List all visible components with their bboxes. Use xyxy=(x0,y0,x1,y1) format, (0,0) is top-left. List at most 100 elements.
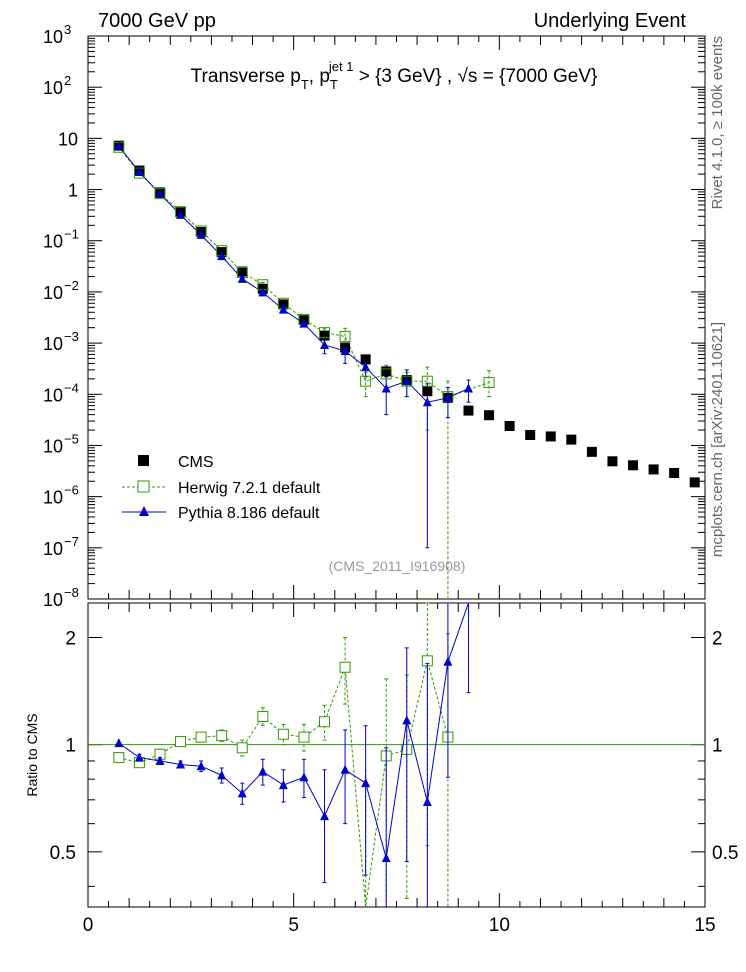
y-tick-label-base: 10 xyxy=(43,232,63,252)
y-tick-label-base: 10 xyxy=(43,334,63,354)
pythia-ratio-point xyxy=(422,797,432,807)
cms-data-point xyxy=(278,299,289,310)
pythia-data-point xyxy=(114,141,124,151)
legend-pythia-label: Pythia 8.186 default xyxy=(178,505,320,522)
rivet-version-label: Rivet 4.1.0, ≥ 100k events xyxy=(709,36,726,209)
y-tick-label-exponent: −7 xyxy=(64,534,79,549)
cms-data-point xyxy=(566,434,577,445)
pythia-ratio-point xyxy=(340,764,350,774)
y-tick-label-exponent: −4 xyxy=(64,380,79,395)
x-tick-label: 10 xyxy=(489,915,510,936)
herwig-ratio-point xyxy=(319,716,331,728)
pythia-data-point xyxy=(320,339,330,349)
cms-data-point xyxy=(319,330,330,341)
y-tick-label-base: 10 xyxy=(43,488,63,508)
cms-data-point xyxy=(525,430,536,441)
chart-title: Transverse pT, pTjet 1 > {3 GeV} , √s = … xyxy=(191,59,598,92)
cms-data-point xyxy=(586,446,597,457)
ratio-y-axis-label: Ratio to CMS xyxy=(24,713,40,796)
y-tick-label-base: 10 xyxy=(43,385,63,405)
header-right-title: Underlying Event xyxy=(534,10,687,32)
pythia-ratio-point xyxy=(381,853,391,863)
pythia-data-point xyxy=(361,362,371,372)
herwig-ratio-point xyxy=(175,736,187,748)
pythia-ratio-point xyxy=(320,811,330,821)
y-tick-label: 10 xyxy=(43,590,63,610)
legend-cms-label: CMS xyxy=(178,454,214,471)
herwig-data-point xyxy=(360,375,372,387)
pythia-ratio-point xyxy=(443,656,453,666)
pythia-ratio-point xyxy=(114,738,124,748)
herwig-ratio-point xyxy=(195,731,207,743)
y-tick-label: 10 xyxy=(43,488,63,508)
ratio-y-tick-label: 2 xyxy=(65,629,76,650)
y-tick-label: 10 xyxy=(43,436,63,456)
pythia-data-point xyxy=(443,392,453,402)
title-part-e: T xyxy=(330,77,338,92)
cms-data-point xyxy=(628,460,639,471)
title-part-g: √s xyxy=(457,66,477,87)
pythia-series-line xyxy=(118,145,469,403)
pythia-ratio-point xyxy=(176,759,186,769)
pythia-data-point xyxy=(381,383,391,393)
pythia-data-point xyxy=(299,318,309,328)
pythia-data-point xyxy=(155,188,165,198)
y-tick-label: 10 xyxy=(58,129,78,149)
pythia-data-point xyxy=(196,229,206,239)
pythia-ratio-point xyxy=(134,752,144,762)
legend-herwig-marker xyxy=(137,480,150,493)
title-part-c: , p xyxy=(309,66,330,87)
pythia-ratio-point xyxy=(217,770,227,780)
pythia-ratio-line xyxy=(118,602,469,859)
cms-data-point xyxy=(648,464,659,475)
title-part-a: Transverse p xyxy=(191,66,301,87)
herwig-ratio-point xyxy=(113,752,125,764)
y-tick-label-base: 10 xyxy=(58,129,78,149)
cms-data-point xyxy=(360,354,371,365)
ratio-y-tick-label: 0.5 xyxy=(50,843,76,864)
y-tick-label-base: 10 xyxy=(43,78,63,98)
pythia-ratio-point xyxy=(258,766,268,776)
ratio-axes: 0 5 10 15 0.5 0.5 1 1 2 2 xyxy=(50,603,738,936)
pythia-data-point xyxy=(134,167,144,177)
title-part-h: = {7000 GeV} xyxy=(477,66,597,87)
y-tick-label-exponent: 2 xyxy=(64,73,71,88)
cms-data-point xyxy=(463,405,474,416)
cms-data-point xyxy=(669,467,680,478)
pythia-ratio-point xyxy=(361,778,371,788)
herwig-series-line xyxy=(118,146,490,398)
pythia-data-point xyxy=(176,209,186,219)
header-left-title: 7000 GeV pp xyxy=(98,10,216,32)
ratio-y-tick-label-right: 0.5 xyxy=(712,843,738,864)
analysis-watermark: (CMS_2011_I916908) xyxy=(329,558,466,574)
y-tick-label: 10 xyxy=(43,27,63,47)
y-tick-label-base: 10 xyxy=(43,283,63,303)
title-part-d: jet 1 xyxy=(328,59,354,74)
pythia-ratio-point xyxy=(402,715,412,725)
pythia-ratio-point xyxy=(237,788,247,798)
pythia-data-point xyxy=(340,346,350,356)
title-part-b: T xyxy=(301,77,309,92)
pythia-data-point xyxy=(402,376,412,386)
legend: CMS Herwig 7.2.1 default Pythia 8.186 de… xyxy=(122,454,321,522)
legend-cms-marker xyxy=(138,455,149,466)
y-tick-label-exponent: −5 xyxy=(64,431,79,446)
x-tick-label: 15 xyxy=(694,915,715,936)
ratio-y-tick-label: 1 xyxy=(65,736,76,757)
herwig-data-point xyxy=(421,375,433,387)
y-tick-label-exponent: −3 xyxy=(64,329,79,344)
y-tick-label: 1 xyxy=(68,181,78,201)
herwig-data-point xyxy=(319,327,331,339)
pythia-ratio-point xyxy=(196,761,206,771)
pythia-ratio-point xyxy=(299,772,309,782)
cms-data-point xyxy=(484,410,495,421)
cms-data-point xyxy=(381,366,392,377)
y-tick-label-base: 10 xyxy=(43,590,63,610)
y-tick-label-exponent: −1 xyxy=(64,227,79,242)
y-tick-label: 10 xyxy=(43,232,63,252)
pythia-data-point xyxy=(217,251,227,261)
pythia-ratio-point xyxy=(278,780,288,790)
x-tick-label: 0 xyxy=(83,915,94,936)
cms-data-point xyxy=(689,477,700,488)
